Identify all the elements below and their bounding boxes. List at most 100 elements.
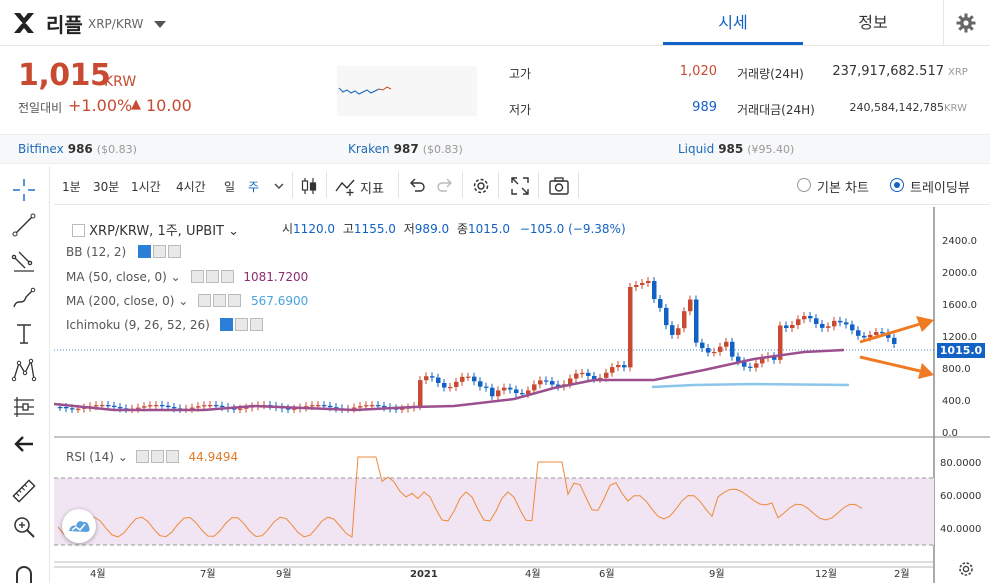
time-axis-label: 2월: [894, 568, 910, 580]
price-axis-label: 0.0: [942, 428, 958, 439]
visibility-icon[interactable]: [198, 294, 212, 307]
settings-icon[interactable]: [470, 175, 492, 197]
indicator-ma50[interactable]: MA (50, close, 0) ⌄ 1081.7200: [66, 270, 309, 284]
brush-icon[interactable]: [11, 285, 37, 311]
settings-icon[interactable]: [205, 270, 219, 283]
tab-price[interactable]: 시세: [663, 0, 803, 45]
time-axis: 4월 7월 9월 2021 4월 6월 9월 12월 2월: [90, 568, 910, 580]
undo-icon[interactable]: [406, 175, 428, 197]
exchange-name[interactable]: Kraken: [348, 142, 390, 156]
visibility-icon[interactable]: [138, 245, 152, 258]
timeframe-week[interactable]: 주: [248, 180, 260, 194]
indicator-name: MA (200, close, 0): [66, 294, 175, 308]
exchange-price: 985: [718, 142, 744, 156]
time-axis-label: 9월: [709, 568, 725, 580]
settings-icon[interactable]: [153, 245, 167, 258]
time-axis-label: 4월: [90, 568, 106, 580]
settings-icon[interactable]: [213, 294, 227, 307]
chart-settings-gear-icon[interactable]: [956, 559, 976, 579]
xrp-logo-icon: [14, 13, 34, 33]
time-axis-label: 9월: [276, 568, 292, 580]
close-icon[interactable]: [165, 450, 179, 463]
coin-dropdown-icon[interactable]: [154, 21, 166, 28]
timeframe-30m[interactable]: 30분: [93, 180, 120, 194]
chevron-down-icon[interactable]: [272, 175, 286, 197]
price-axis-label: 2000.0: [942, 268, 977, 279]
camera-icon[interactable]: [548, 175, 570, 197]
settings-icon[interactable]: [234, 318, 248, 331]
fib-tool-icon[interactable]: [11, 249, 37, 275]
rsi-axis: 80.0000 60.0000 40.0000: [940, 458, 981, 535]
visibility-icon[interactable]: [190, 270, 204, 283]
basic-chart-label[interactable]: 기본 차트: [817, 181, 869, 196]
visibility-icon[interactable]: [219, 318, 233, 331]
tab-info[interactable]: 정보: [858, 13, 888, 32]
close-icon[interactable]: [220, 270, 234, 283]
price-chart[interactable]: 2400.0 2000.0 1600.0 1200.0 800.0 400.0 0.0 80…: [54, 207, 990, 583]
change-label: 전일대비: [18, 101, 63, 115]
close-icon[interactable]: [168, 245, 182, 258]
exchange-item: Kraken 987 ($0.83): [348, 142, 463, 156]
drawing-tools: [0, 166, 50, 583]
tradingview-label[interactable]: 트레이딩뷰: [910, 181, 970, 196]
magnet-icon[interactable]: [11, 562, 37, 583]
ohlc-values: 시1120.0 고1155.0 저989.0 종1015.0 −105.0 (−…: [282, 222, 626, 236]
fullscreen-icon[interactable]: [509, 175, 531, 197]
gear-icon[interactable]: [956, 13, 976, 33]
indicator-ma200[interactable]: MA (200, close, 0) ⌄ 567.6900: [66, 294, 309, 308]
timeframe-1m[interactable]: 1분: [62, 180, 81, 194]
indicators-label[interactable]: 지표: [360, 182, 384, 197]
candlestick-icon[interactable]: [298, 175, 320, 197]
exchange-diff: ($0.83): [422, 143, 463, 156]
indicator-value: 44.9494: [188, 450, 239, 464]
time-axis-label: 6월: [599, 568, 615, 580]
price-axis-label: 1200.0: [942, 332, 977, 343]
indicator-name: BB (12, 2): [66, 245, 127, 259]
indicator-name: Ichimoku (9, 26, 52, 26): [66, 318, 210, 332]
exchange-item: Bitfinex 986 ($0.83): [18, 142, 137, 156]
price-axis: 2400.0 2000.0 1600.0 1200.0 800.0 400.0 0.0: [942, 236, 977, 439]
indicators-icon[interactable]: [334, 175, 356, 197]
volume-label: 거래량(24H): [737, 67, 804, 81]
text-tool-icon[interactable]: [11, 321, 37, 347]
price-axis-label: 800.0: [942, 364, 971, 375]
exchange-name[interactable]: Liquid: [678, 142, 715, 156]
chart-canvas[interactable]: 2400.0 2000.0 1600.0 1200.0 800.0 400.0 0.0 80…: [54, 207, 990, 583]
ruler-icon[interactable]: [11, 478, 37, 504]
settings-icon[interactable]: [150, 450, 164, 463]
volume-unit: XRP: [948, 67, 968, 78]
indicator-name: RSI (14): [66, 450, 114, 464]
timeframe-1h[interactable]: 1시간: [131, 180, 161, 194]
arrow-left-icon[interactable]: [11, 431, 37, 457]
header: 리플 XRP/KRW 시세 정보: [0, 0, 990, 46]
close-icon[interactable]: [228, 294, 242, 307]
amount-value: 240,584,142,785: [849, 101, 944, 114]
tradingview-radio[interactable]: [890, 178, 904, 192]
visibility-icon[interactable]: [135, 450, 149, 463]
indicator-bb[interactable]: BB (12, 2): [66, 245, 182, 259]
header-divider: [943, 0, 944, 46]
crosshair-icon[interactable]: [11, 177, 37, 203]
indicator-rsi[interactable]: RSI (14) ⌄ 44.9494: [66, 450, 239, 464]
collapse-icon[interactable]: [72, 224, 85, 237]
indicator-ichimoku[interactable]: Ichimoku (9, 26, 52, 26): [66, 318, 263, 332]
price-unit: KRW: [104, 74, 137, 90]
zoom-in-icon[interactable]: [11, 514, 37, 540]
close-icon[interactable]: [249, 318, 263, 331]
basic-chart-radio[interactable]: [797, 178, 811, 192]
pattern-tool-icon[interactable]: [11, 357, 37, 383]
symbol-title: XRP/KRW, 1주, UPBIT: [89, 224, 224, 239]
ma200-line: [651, 382, 850, 389]
exchange-name[interactable]: Bitfinex: [18, 142, 64, 156]
chevron-down-icon[interactable]: ⌄: [228, 224, 240, 239]
timeframe-day[interactable]: 일: [224, 180, 236, 194]
change-rate: +1.00%: [68, 96, 133, 115]
timeframe-4h[interactable]: 4시간: [176, 180, 206, 194]
prediction-tool-icon[interactable]: [11, 394, 37, 420]
trend-line-icon[interactable]: [11, 212, 37, 238]
tradingview-logo-icon[interactable]: [62, 509, 96, 543]
redo-icon[interactable]: [434, 175, 456, 197]
chart-legend-title[interactable]: XRP/KRW, 1주, UPBIT ⌄: [70, 220, 239, 239]
time-axis-label: 2021: [410, 569, 438, 580]
exchange-diff: (¥95.40): [747, 143, 795, 156]
